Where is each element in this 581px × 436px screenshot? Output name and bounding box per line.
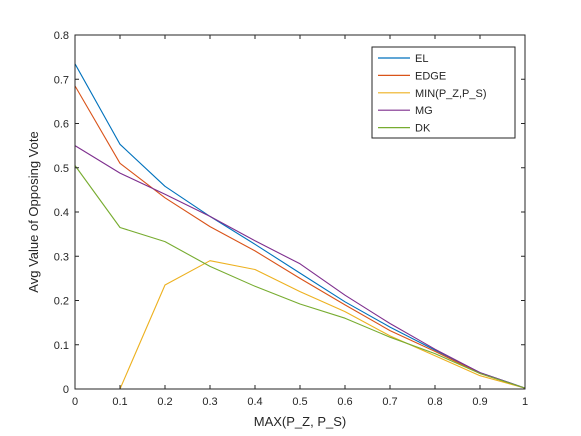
legend: EL EDGE MIN(P_Z,P_S) MG DK xyxy=(371,46,516,139)
y-tick-label: 0.2 xyxy=(54,296,69,308)
y-tick-label: 0.5 xyxy=(54,163,69,175)
y-tick-label: 0.6 xyxy=(54,119,69,131)
x-tick-label: 0.2 xyxy=(157,396,172,408)
series-line-edge xyxy=(74,85,526,389)
y-tick-label: 0.8 xyxy=(54,30,69,42)
x-tick-label: 0.5 xyxy=(292,396,307,408)
legend-label: DK xyxy=(415,123,431,135)
series-layer xyxy=(74,63,526,390)
series-line-dk xyxy=(74,165,526,389)
y-tick-label: 0 xyxy=(63,384,69,396)
legend-label: MIN(P_Z,P_S) xyxy=(415,88,487,100)
y-tick-label: 0.3 xyxy=(54,251,69,263)
x-axis-label: MAX(P_Z, P_S) xyxy=(254,414,346,429)
legend-label: MG xyxy=(415,105,433,117)
x-tick-label: 0.7 xyxy=(382,396,397,408)
x-tick-label: 0.9 xyxy=(472,396,487,408)
x-tick-label: 0.1 xyxy=(112,396,127,408)
x-tick-label: 0.8 xyxy=(427,396,442,408)
y-tick-label: 0.1 xyxy=(54,340,69,352)
x-tick-label: 1 xyxy=(522,396,528,408)
y-tick-label: 0.7 xyxy=(54,74,69,86)
series-line-min-p-z-p-s xyxy=(75,260,526,390)
x-tick-label: 0.3 xyxy=(202,396,217,408)
legend-label: EL xyxy=(415,53,428,65)
series-line-mg xyxy=(74,145,526,389)
legend-label: EDGE xyxy=(415,70,446,82)
y-axis-label: Avg Value of Opposing Vote xyxy=(26,131,41,292)
tick-layer: 0 0.1 0.2 0.3 0.4 0.5 0.6 0.7 0.8 0.9 1 0 0.1 0.2 0.3 0… xyxy=(54,30,528,408)
x-tick-label: 0.4 xyxy=(247,396,262,408)
x-tick-label: 0 xyxy=(72,396,78,408)
x-tick-label: 0.6 xyxy=(337,396,352,408)
y-tick-label: 0.4 xyxy=(54,207,69,219)
